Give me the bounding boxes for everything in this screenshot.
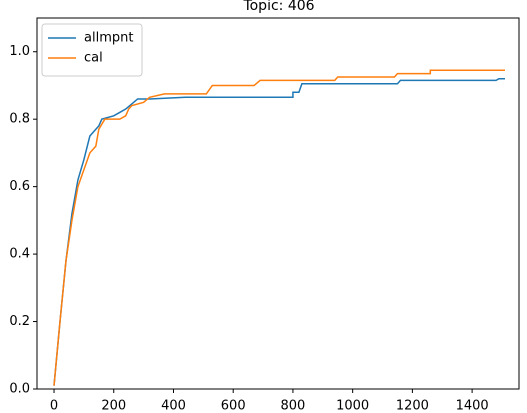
- x-tick-label: 0: [50, 399, 58, 413]
- line: [53, 69, 505, 386]
- y-tick-label: 0.4: [9, 247, 30, 262]
- y-tick-label: 0.6: [9, 179, 30, 194]
- x-tick-label: 1000: [336, 399, 369, 413]
- x-tick-label: 400: [161, 399, 186, 413]
- y-tick-label: 0.0: [9, 382, 30, 397]
- legend-label: allmpnt: [84, 31, 133, 46]
- x-tick-label: 800: [281, 399, 306, 413]
- x-tick-label: 1200: [396, 399, 429, 413]
- y-tick-label: 0.2: [9, 314, 30, 329]
- y-tick-label: 0.8: [9, 112, 30, 127]
- legend-box: [41, 23, 143, 77]
- chart-title: Topic: 406: [242, 0, 314, 14]
- legend-label: cal: [84, 51, 103, 66]
- line: [53, 77, 505, 386]
- x-tick-label: 1400: [456, 399, 489, 413]
- x-tick-label: 600: [221, 399, 246, 413]
- plot-frame: [36, 17, 520, 390]
- x-tick-label: 200: [101, 399, 126, 413]
- y-tick-label: 1.0: [9, 44, 30, 59]
